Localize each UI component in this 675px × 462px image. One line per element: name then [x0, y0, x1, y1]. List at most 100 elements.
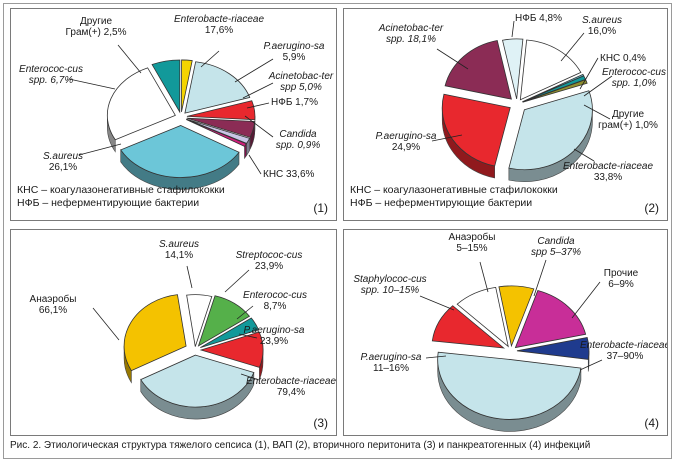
pie4-leader-1 — [533, 259, 547, 297]
pie1-slice-6 — [186, 118, 251, 144]
pie4-slice-4 — [431, 305, 506, 349]
panel-4: Анаэробы 5–15% Candida spp 5–37% Прочие 6–9% E… — [343, 229, 668, 436]
pie1-leader-1 — [68, 78, 116, 90]
pie3-leader-1 — [224, 269, 250, 293]
pie3-leader-2 — [236, 305, 254, 320]
pie1-label-0: S.aureus 26,1% — [43, 151, 83, 173]
pie-chart-2: НФБ 4,8% S.aureus 16,0% КНС 0,4% Enterococ-c… — [350, 13, 666, 215]
pie1-leader-4 — [234, 58, 274, 83]
pie1-note-1: НФБ – неферментирующие бактерии — [17, 197, 199, 209]
pie4-label-1: Candida spp 5–37% — [531, 236, 581, 258]
pie1-slice-7 — [186, 119, 247, 147]
pie1-label-8: КНС 33,6% — [263, 169, 315, 180]
panel-number-4: (4) — [644, 416, 659, 430]
pie1-leader-3 — [200, 50, 220, 68]
pie-chart-3: S.aureus 14,1% Streptococ-cus 23,9% Enteroco… — [30, 239, 336, 430]
pie1-label-2: Другие Грам(+) 2,5% — [66, 16, 127, 38]
pie1-label-3: Enterobacte-riaceae 17,6% — [174, 14, 264, 36]
pie1-leader-6 — [246, 102, 270, 109]
pie2-label-2: КНС 0,4% — [600, 53, 646, 64]
pie2-note-0: КНС – коагулазонегативные стафилококки — [350, 184, 558, 196]
pie1-slice-1 — [151, 59, 181, 114]
pie4-label-2: Прочие 6–9% — [604, 268, 639, 290]
pie2-slice-0 — [502, 38, 524, 100]
pie4-label-3: Enterobacte-riaceae 37–90% — [580, 340, 667, 362]
pie1-label-5: Acinetobac-ter spp 5,0% — [268, 71, 334, 93]
panel-number-2: (2) — [644, 201, 659, 215]
pie1-leader-7 — [244, 115, 274, 138]
pie3-label-3: P.aerugino-sa 23,9% — [244, 325, 305, 347]
pie3-leader-3 — [238, 333, 258, 339]
pie1-slice-8 — [120, 125, 240, 178]
pie3-slice-0 — [186, 294, 213, 347]
pie1-slice-0 — [106, 67, 176, 141]
pie2-note-1: НФБ – неферментирующие бактерии — [350, 197, 532, 209]
pie3-label-0: S.aureus 14,1% — [159, 239, 199, 261]
pie2-label-4: Другие грам(+) 1,0% — [598, 109, 658, 131]
panel-3: S.aureus 14,1% Streptococ-cus 23,9% Enteroco… — [10, 229, 337, 436]
pie3-slice-3 — [199, 331, 264, 368]
pie1-leader-8 — [248, 154, 262, 175]
pie3-label-1: Streptococ-cus 23,9% — [236, 250, 303, 272]
pie3-slice-5 — [123, 294, 187, 372]
pie2-leader-7 — [436, 48, 469, 70]
pie1-label-6: НФБ 1,7% — [271, 97, 318, 108]
pie1-leader-0 — [78, 143, 122, 156]
pie4-leader-3 — [579, 359, 603, 371]
pie3-slice-2 — [200, 317, 260, 349]
pie3-leader-4 — [240, 373, 260, 381]
pie2-label-3: Enterococ-cus spp. 1,0% — [602, 67, 666, 89]
pie4-slice-3 — [437, 351, 582, 420]
pie1-label-4: P.aerugino-sa 5,9% — [264, 41, 325, 63]
pie1-label-1: Enterococ-cus spp. 6,7% — [19, 64, 83, 86]
pie4-label-0: Анаэробы 5–15% — [449, 231, 496, 254]
pie2-leader-3 — [583, 75, 613, 97]
pie2-leader-1 — [560, 32, 585, 62]
pie3-leader-5 — [92, 307, 120, 341]
pie4-slice-2 — [516, 337, 590, 360]
pie2-slice-5 — [508, 90, 593, 171]
pie4-slice-5 — [456, 286, 509, 348]
pie3-leader-0 — [186, 265, 193, 289]
pie2-leader-5 — [573, 148, 595, 162]
pie4-leader-4 — [425, 355, 447, 359]
pie2-slice-7 — [444, 40, 512, 100]
pie4-slice-0 — [498, 285, 535, 348]
pie1-leader-2 — [117, 44, 142, 74]
pie2-label-7: Acinetobac-ter spp. 18,1% — [378, 23, 444, 45]
pie2-leader-2 — [579, 57, 599, 90]
pie1-slice-4 — [186, 100, 256, 121]
panel-number-3: (3) — [313, 416, 328, 430]
pie1-slice-5 — [186, 117, 256, 138]
panel-1: S.aureus 26,1% Enterococ-cus spp. 6,7% Други… — [10, 8, 337, 221]
pie2-leader-4 — [583, 104, 611, 120]
pie2-label-0: НФБ 4,8% — [515, 13, 562, 24]
pie1-note-0: КНС – коагулазонегативные стафилококки — [17, 184, 225, 196]
pie3-label-5: Анаэробы 66,1% — [30, 293, 77, 316]
pie1-label-7: Candida spp. 0,9% — [276, 129, 321, 151]
pie2-slice-1 — [519, 39, 582, 101]
pie4-slice-1 — [514, 290, 587, 349]
pie3-slice-4 — [140, 354, 255, 408]
pie-chart-4: Анаэробы 5–15% Candida spp 5–37% Прочие 6–9% E… — [353, 231, 667, 432]
panel-2: НФБ 4,8% S.aureus 16,0% КНС 0,4% Enterococ-c… — [343, 8, 668, 221]
pie4-label-5: Staphylococ-cus spp. 10–15% — [353, 274, 426, 296]
pie3-slice-1 — [197, 295, 251, 347]
pie2-leader-6 — [431, 134, 463, 142]
pie4-leader-2 — [571, 281, 601, 319]
figure-frame — [3, 3, 672, 459]
pie1-slice-2 — [181, 59, 193, 112]
panel-number-1: (1) — [313, 201, 328, 215]
pie-chart-1: S.aureus 26,1% Enterococ-cus spp. 6,7% Други… — [17, 14, 334, 215]
figure-caption: Рис. 2. Этиологическая структура тяжелог… — [10, 440, 591, 451]
pie2-leader-0 — [511, 20, 515, 38]
pie1-leader-5 — [242, 82, 274, 99]
pie4-leader-5 — [419, 295, 455, 311]
pie2-label-6: P.aerugino-sa 24,9% — [376, 131, 437, 153]
pie4-leader-0 — [479, 261, 489, 293]
pie3-label-2: Enterococ-cus 8,7% — [243, 290, 307, 312]
pie4-label-4: P.aerugino-sa 11–16% — [361, 352, 422, 374]
pie2-label-5: Enterobacte-riaceae 33,8% — [563, 161, 653, 183]
pie2-slice-6 — [441, 93, 511, 167]
pie3-label-4: Enterobacte-riaceae 79,4% — [246, 376, 336, 398]
